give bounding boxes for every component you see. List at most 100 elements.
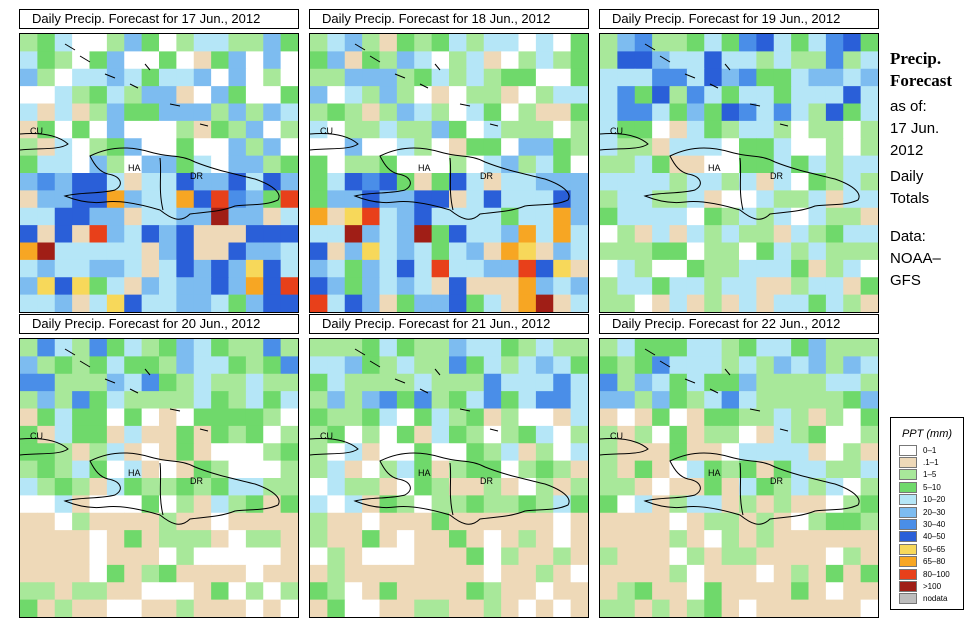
precip-cell xyxy=(773,190,792,209)
precip-cell xyxy=(344,547,363,566)
precip-cell xyxy=(483,408,502,427)
precip-cell xyxy=(327,259,346,278)
precip-cell xyxy=(159,173,177,191)
precip-cell xyxy=(211,34,230,52)
precip-cell xyxy=(414,120,433,139)
precip-cell xyxy=(825,86,844,105)
precip-cell xyxy=(843,582,862,601)
precip-cell xyxy=(431,155,450,174)
precip-cell xyxy=(176,530,195,549)
forecast-panel: Daily Precip. Forecast for 19 Jun., 2012… xyxy=(599,9,879,313)
precip-cell xyxy=(37,190,56,209)
precip-cell xyxy=(211,120,230,139)
legend-swatch xyxy=(899,444,917,456)
precip-cell xyxy=(263,564,282,583)
precip-cell xyxy=(20,356,38,375)
precip-cell xyxy=(362,564,381,583)
precip-cell xyxy=(193,495,212,514)
precip-cell xyxy=(228,443,247,462)
precip-cell xyxy=(600,51,618,70)
precip-cell xyxy=(773,495,792,514)
precip-cell xyxy=(211,495,230,514)
precip-cell xyxy=(669,530,688,549)
precip-cell xyxy=(72,138,91,157)
precip-cell xyxy=(327,391,346,410)
precip-cell xyxy=(362,68,381,87)
precip-cell xyxy=(431,391,450,410)
precip-cell xyxy=(756,277,775,296)
precip-cell xyxy=(344,443,363,462)
precip-cell xyxy=(553,582,572,601)
precip-cell xyxy=(791,408,810,427)
precip-cell xyxy=(570,599,588,617)
haiti-dr-border xyxy=(739,157,744,211)
precip-cell xyxy=(483,173,502,191)
precip-cell xyxy=(20,120,38,139)
precip-cell xyxy=(617,242,636,261)
precip-cell xyxy=(124,86,143,105)
precip-cell xyxy=(600,425,618,444)
precip-cell xyxy=(535,242,554,261)
precip-cell xyxy=(106,190,125,209)
bahamas-coastline xyxy=(644,348,789,432)
precip-cell xyxy=(808,512,827,531)
precip-cell xyxy=(327,478,346,496)
precip-cell xyxy=(721,339,740,357)
country-label-cuba: CU xyxy=(610,126,623,136)
precip-cell xyxy=(704,190,723,209)
precip-cell xyxy=(652,443,671,462)
precip-cell xyxy=(344,51,363,70)
precip-cell xyxy=(843,599,862,617)
precip-cell xyxy=(124,34,143,52)
precip-cell xyxy=(344,86,363,105)
precip-cell xyxy=(362,86,381,105)
precip-cell xyxy=(483,530,502,549)
precip-cell xyxy=(141,582,160,601)
precip-cell xyxy=(280,495,298,514)
precip-cell xyxy=(634,599,653,617)
precip-cell xyxy=(739,373,757,392)
precip-cell xyxy=(501,155,520,174)
precip-cell xyxy=(245,425,264,444)
precip-cell xyxy=(686,478,705,496)
precip-map: CU HA DR xyxy=(309,33,589,313)
precip-cell xyxy=(414,512,433,531)
precip-cell xyxy=(327,51,346,70)
precip-cell xyxy=(327,207,346,226)
precip-cell xyxy=(228,173,247,191)
precip-cell xyxy=(825,155,844,174)
legend-label: 20–30 xyxy=(923,507,946,517)
precip-cell xyxy=(449,495,467,514)
precip-cell xyxy=(414,173,433,191)
precip-cell xyxy=(176,103,195,122)
precip-cell xyxy=(176,120,195,139)
precip-cell xyxy=(843,495,862,514)
precip-cell xyxy=(54,460,73,479)
country-label-haiti: HA xyxy=(418,163,431,173)
precip-cell xyxy=(617,495,636,514)
precip-cell xyxy=(379,259,398,278)
precip-cell xyxy=(280,460,298,479)
precip-cell xyxy=(211,294,230,312)
precip-cell xyxy=(686,512,705,531)
precip-cell xyxy=(280,68,298,87)
precip-cell xyxy=(228,512,247,531)
precip-cell xyxy=(245,259,264,278)
precip-cell xyxy=(570,68,588,87)
precip-cell xyxy=(414,356,433,375)
precip-cell xyxy=(773,547,792,566)
precip-cell xyxy=(739,443,757,462)
precip-cell xyxy=(791,34,810,52)
country-label-cuba: CU xyxy=(320,126,333,136)
precip-cell xyxy=(773,51,792,70)
precip-cell xyxy=(344,138,363,157)
precip-cell xyxy=(466,599,485,617)
precip-cell xyxy=(396,225,415,244)
precip-cell xyxy=(263,34,282,52)
precip-cell xyxy=(124,391,143,410)
precip-cell xyxy=(570,460,588,479)
precip-cell xyxy=(570,225,588,244)
precip-cell xyxy=(344,356,363,375)
precip-cell xyxy=(617,460,636,479)
precip-cell xyxy=(686,339,705,357)
